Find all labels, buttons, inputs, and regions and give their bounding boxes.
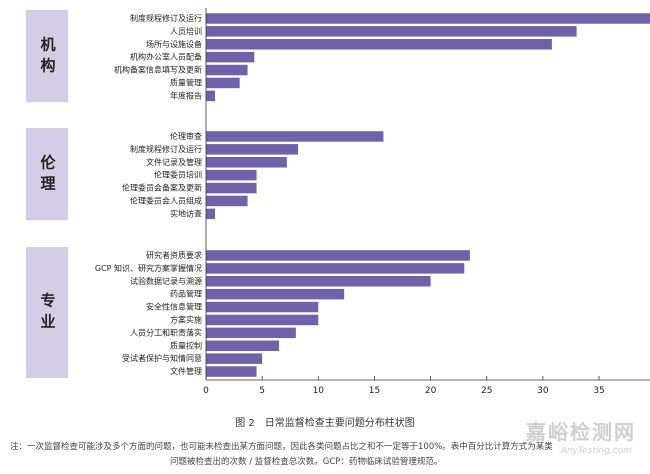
category-label: 受试者保护与知情同意 xyxy=(122,353,202,363)
x-tick-label: 5 xyxy=(259,386,265,396)
category-label: 药品管理 xyxy=(170,289,202,299)
category-label: 文件记录及管理 xyxy=(146,157,202,167)
bar xyxy=(206,182,257,194)
x-tick-label: 10 xyxy=(313,386,325,396)
category-label: 实地访查 xyxy=(170,208,202,218)
bar xyxy=(206,250,470,261)
x-tick-label: 35 xyxy=(593,386,604,396)
bar xyxy=(206,131,384,142)
bar xyxy=(206,144,299,155)
watermark-url: AnyTesting.com xyxy=(560,446,632,456)
bar xyxy=(206,288,345,300)
category-label: 研究者资质要求 xyxy=(146,250,202,260)
figure-caption: 图 2 日常监督检查主要问题分布柱状图 xyxy=(235,418,415,429)
bar xyxy=(206,340,279,351)
bar xyxy=(206,276,431,287)
category-label: 机构备案信息填写及更新 xyxy=(114,65,202,75)
bar xyxy=(206,314,319,326)
figure-note-line-2: 问题被检查出的次数 / 监督检查总次数。GCP：药物临床试验管理规范。 xyxy=(170,457,443,467)
category-label: 制度规程修订及运行 xyxy=(130,13,202,23)
group-box-2 xyxy=(26,247,68,378)
category-label: 方案实施 xyxy=(170,314,202,324)
group-label-0: 机构 xyxy=(39,35,57,78)
category-label: 质量控制 xyxy=(170,340,202,350)
bar xyxy=(206,366,257,377)
bar xyxy=(206,157,287,168)
bar xyxy=(206,169,257,181)
category-label: 文件管理 xyxy=(170,366,202,376)
category-label: 伦理审查 xyxy=(170,131,202,141)
bar xyxy=(206,39,552,50)
category-label: 安全性信息管理 xyxy=(146,302,202,312)
x-tick-label: 20 xyxy=(425,386,437,396)
group-label-1: 伦理 xyxy=(39,153,57,196)
category-label: 质量管理 xyxy=(170,77,202,87)
bar xyxy=(206,301,319,313)
bar-chart: 机构制度规程修订及运行人员培训场所与设施设备机构办公室人员配备机构备案信息填写及… xyxy=(26,8,650,396)
x-tick-label: 0 xyxy=(203,386,209,396)
bar xyxy=(206,327,296,339)
watermark-logo: 嘉峪检测网 xyxy=(526,420,636,444)
category-label: 试验数据记录与溯源 xyxy=(130,276,202,286)
x-tick-label: 30 xyxy=(537,386,549,396)
category-label: 场所与设施设备 xyxy=(146,39,202,49)
x-tick-label: 15 xyxy=(369,386,380,396)
figure-note-line-1: 注：一次监督检查可能涉及多个方面的问题，也可能未检查出某方面问题，因此各类问题占… xyxy=(10,442,553,452)
bar xyxy=(206,263,465,274)
x-tick-label: 25 xyxy=(481,386,492,396)
category-label: 伦理委员培训 xyxy=(154,170,202,180)
category-label: GCP 知识、研究方案掌握情况 xyxy=(95,263,202,273)
bar xyxy=(206,77,240,89)
category-label: 人员培训 xyxy=(170,26,202,36)
group-box-1 xyxy=(26,128,68,221)
bar xyxy=(206,26,577,37)
bar xyxy=(206,90,215,102)
category-label: 人员分工和职责落实 xyxy=(130,327,202,337)
group-box-0 xyxy=(26,10,68,103)
bar xyxy=(206,64,248,76)
category-label: 伦理委员会备案及更新 xyxy=(122,183,202,193)
bar xyxy=(206,353,263,364)
bar xyxy=(206,13,650,24)
category-label: 制度规程修订及运行 xyxy=(130,144,202,154)
category-label: 伦理委员会人员组成 xyxy=(130,195,202,205)
bar xyxy=(206,51,255,63)
category-label: 年度报告 xyxy=(170,90,202,100)
group-label-2: 专业 xyxy=(39,292,57,335)
bar xyxy=(206,208,215,220)
bar xyxy=(206,195,248,207)
category-label: 机构办公室人员配备 xyxy=(130,52,202,62)
